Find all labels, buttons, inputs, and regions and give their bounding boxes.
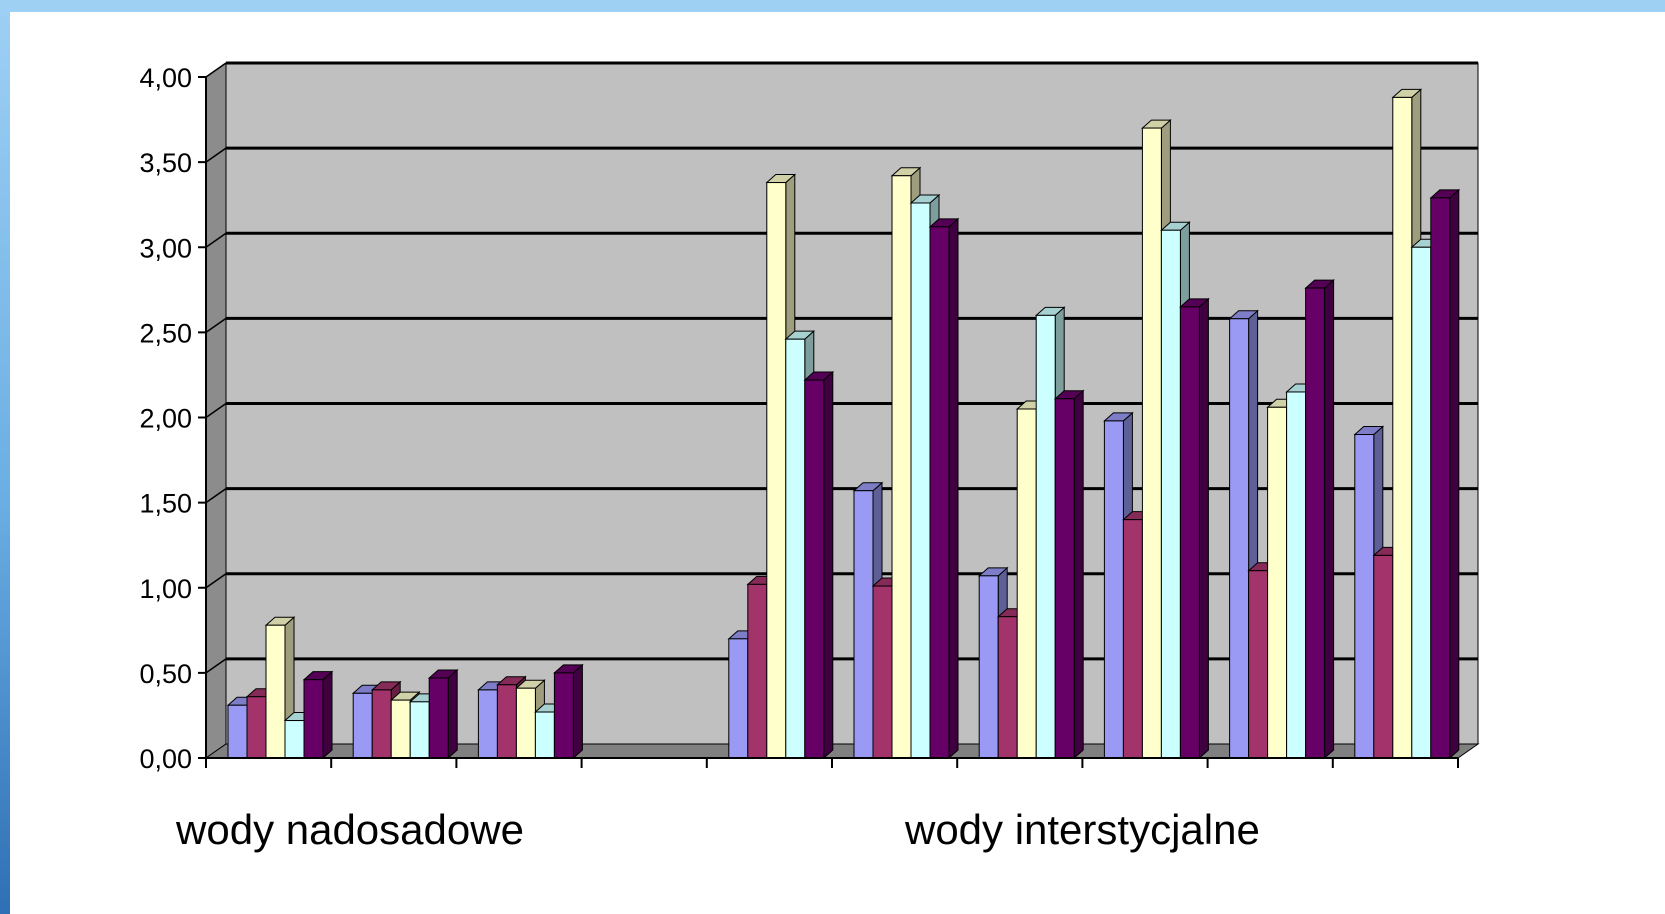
chart-panel: 0,00 0,50 1,00 1,50 2,00 2,50 3,00 3,50 4,00 wod… — [10, 12, 1665, 914]
y-tick-label: 2,50 — [139, 318, 192, 348]
bars — [226, 88, 1461, 760]
gridline-side — [205, 147, 227, 163]
y-tick-label: 3,50 — [139, 148, 192, 178]
bar — [553, 663, 584, 760]
gridline-side — [205, 402, 227, 419]
bar — [302, 670, 334, 760]
group-labels: wody nadosadowe wody interstycjalne — [175, 806, 1260, 853]
y-tick-label: 1,50 — [139, 489, 192, 519]
axes — [198, 76, 1459, 768]
gridline-side — [205, 658, 227, 674]
y-tick-labels: 0,00 0,50 1,00 1,50 2,00 2,50 3,00 3,50 4,00 — [139, 63, 192, 774]
gridline-side — [205, 488, 227, 504]
group-label: wody nadosadowe — [175, 806, 524, 853]
gridline-side — [205, 62, 227, 78]
bar — [427, 668, 459, 760]
bar — [1304, 278, 1335, 760]
gridline-side — [205, 232, 227, 248]
y-tick-label: 0,00 — [139, 744, 192, 774]
bar — [1429, 188, 1461, 760]
gridline-side — [205, 317, 227, 333]
y-tick-label: 3,00 — [139, 233, 192, 263]
bar — [1179, 297, 1210, 760]
y-tick-label: 2,00 — [139, 404, 192, 434]
bar — [803, 370, 835, 760]
bar — [1053, 389, 1085, 760]
gridline-side — [205, 573, 227, 589]
bar-chart: 0,00 0,50 1,00 1,50 2,00 2,50 3,00 3,50 4,00 wod… — [139, 61, 1480, 853]
bar — [928, 217, 960, 760]
y-tick-label: 0,50 — [139, 659, 192, 689]
y-tick-label: 1,00 — [139, 574, 192, 604]
y-tick-label: 4,00 — [139, 63, 192, 93]
group-label: wody interstycjalne — [904, 806, 1260, 853]
